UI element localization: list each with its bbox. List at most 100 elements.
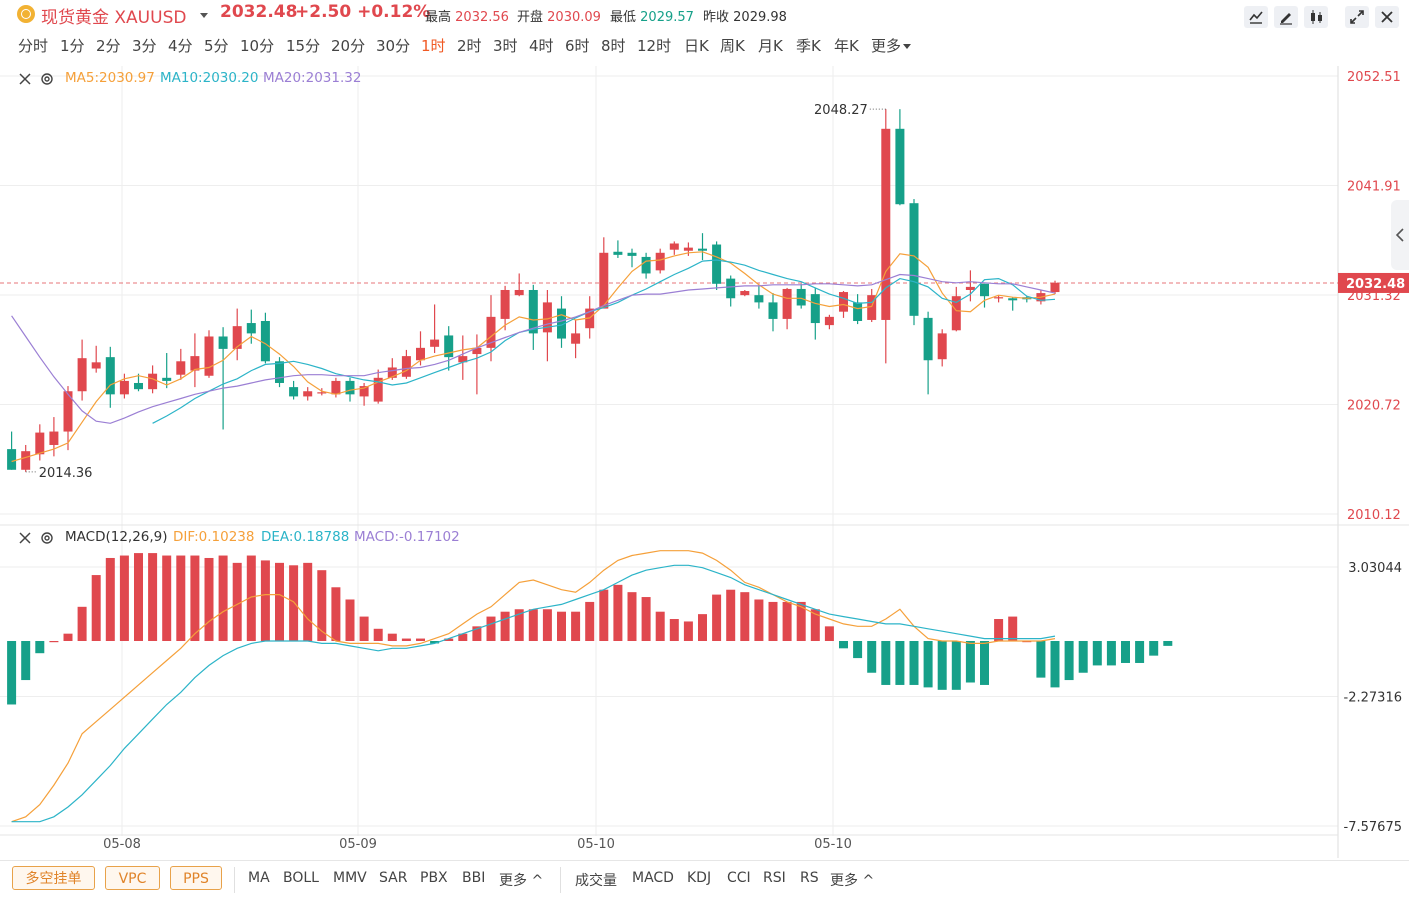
tab-8h[interactable]: 8时: [601, 37, 626, 55]
draw-tool-button[interactable]: [1274, 6, 1298, 28]
y-tick-label: -7.57675: [1344, 820, 1402, 835]
macd-bar-negative: [839, 640, 848, 649]
candle-up: [430, 339, 440, 347]
tab-quarterly[interactable]: 季K: [796, 37, 821, 55]
settings-icon[interactable]: [40, 531, 54, 545]
indicator-kdj[interactable]: KDJ: [687, 870, 712, 886]
tab-5min[interactable]: 5分: [204, 37, 229, 55]
candle-up: [782, 288, 792, 319]
indicator-rsi[interactable]: RSI: [763, 870, 786, 886]
x-tick-label: 05-09: [339, 837, 377, 852]
overlay-ma[interactable]: MA: [248, 870, 270, 886]
candle-down: [289, 387, 299, 397]
divider: [560, 867, 561, 893]
tab-1h[interactable]: 1时: [421, 37, 446, 55]
macd-bar-positive: [77, 606, 87, 641]
tab-20min[interactable]: 20分: [331, 37, 366, 55]
overlay-mmv[interactable]: MMV: [333, 870, 367, 886]
macd-bar-positive: [148, 553, 158, 641]
candle-up: [21, 451, 31, 470]
tab-daily[interactable]: 日K: [684, 37, 709, 55]
vpc-tag[interactable]: VPC: [105, 866, 160, 890]
candle-down: [444, 335, 454, 358]
macd-bar-positive: [359, 616, 369, 641]
macd-line-dea: [11, 564, 1056, 823]
overlay-boll[interactable]: BOLL: [283, 870, 319, 886]
tab-3min[interactable]: 3分: [132, 37, 157, 55]
candle-down: [796, 288, 806, 306]
macd-bar-positive: [683, 621, 693, 641]
candle-up: [91, 362, 101, 369]
tab-fenshi[interactable]: 分时: [18, 37, 49, 55]
overlay-pbx[interactable]: PBX: [420, 870, 448, 886]
candle-down: [712, 244, 722, 284]
macd-bar-negative: [1121, 640, 1130, 663]
tab-15min[interactable]: 15分: [286, 37, 321, 55]
pps-tag[interactable]: PPS: [170, 866, 222, 890]
macd-bar-positive: [669, 619, 679, 641]
macd-bar-positive: [218, 555, 228, 641]
settings-icon[interactable]: [40, 72, 54, 86]
tab-3h[interactable]: 3时: [493, 37, 518, 55]
macd-bar-positive: [458, 633, 468, 641]
close-button[interactable]: [1375, 6, 1399, 28]
tab-4h[interactable]: 4时: [529, 37, 554, 55]
tab-yearly[interactable]: 年K: [834, 37, 859, 55]
macd-bar-positive: [994, 619, 1004, 641]
chevron-down-icon[interactable]: [200, 13, 208, 18]
macd-bar-negative: [951, 640, 961, 690]
chevron-down-icon: [903, 44, 912, 49]
close-icon[interactable]: [18, 72, 32, 86]
tab-monthly[interactable]: 月K: [758, 37, 783, 55]
macd-bar-positive: [472, 626, 482, 641]
indicator-rs[interactable]: RS: [800, 870, 819, 886]
macd-bar-positive: [260, 560, 270, 641]
indicator-toolbar: 多空挂单 VPC PPS MA BOLL MMV SAR PBX BBI 更多 …: [0, 860, 1409, 897]
indicator-more[interactable]: 更多 ^: [830, 870, 874, 890]
candle-up: [401, 356, 411, 377]
candle-up: [49, 431, 59, 445]
macd-bar-positive: [824, 626, 834, 641]
tab-30min[interactable]: 30分: [376, 37, 411, 55]
low-label: 2014.36: [39, 466, 93, 481]
overlay-more[interactable]: 更多 ^: [499, 870, 543, 890]
macd-legend-value: MACD:-0.17102: [354, 529, 460, 545]
order-book-tag[interactable]: 多空挂单: [12, 866, 95, 890]
y-tick-label: 2010.12: [1347, 508, 1401, 523]
candle-style-button[interactable]: [1304, 6, 1328, 28]
tab-more[interactable]: 更多: [871, 35, 912, 56]
tab-2min[interactable]: 2分: [96, 37, 121, 55]
candle-down: [627, 252, 637, 256]
macd-bar-negative: [965, 640, 975, 683]
stat-value: 2032.56: [455, 10, 509, 25]
macd-bar-negative: [1106, 640, 1116, 666]
indicator-macd[interactable]: MACD: [632, 870, 674, 886]
tab-12h[interactable]: 12时: [637, 37, 672, 55]
side-panel-toggle[interactable]: [1391, 200, 1409, 270]
indicator-volume[interactable]: 成交量: [575, 873, 617, 889]
tab-2h[interactable]: 2时: [457, 37, 482, 55]
fullscreen-button[interactable]: [1345, 6, 1369, 28]
macd-bar-positive: [317, 570, 327, 641]
expand-icon: [1350, 10, 1364, 24]
tab-10min[interactable]: 10分: [240, 37, 275, 55]
candle-up: [35, 432, 45, 455]
stat-label: 昨收: [703, 10, 730, 25]
overlay-bbi[interactable]: BBI: [462, 870, 486, 886]
macd-bar-positive: [289, 565, 299, 641]
close-icon[interactable]: [18, 531, 32, 545]
chart-canvas[interactable]: 2052.512041.912031.322020.722010.123.030…: [0, 58, 1409, 858]
indicator-cci[interactable]: CCI: [727, 870, 751, 886]
tab-4min[interactable]: 4分: [168, 37, 193, 55]
candle-down: [1008, 298, 1018, 301]
tab-6h[interactable]: 6时: [565, 37, 590, 55]
candle-up: [881, 128, 891, 320]
line-tool-button[interactable]: [1244, 6, 1268, 28]
candle-down: [726, 278, 736, 299]
overlay-sar[interactable]: SAR: [379, 870, 408, 886]
tab-weekly[interactable]: 周K: [720, 37, 745, 55]
candle-up: [965, 286, 975, 290]
macd-bar-positive: [331, 587, 341, 641]
tab-1min[interactable]: 1分: [60, 37, 85, 55]
symbol-name[interactable]: 现货黄金 XAUUSD: [41, 8, 187, 28]
